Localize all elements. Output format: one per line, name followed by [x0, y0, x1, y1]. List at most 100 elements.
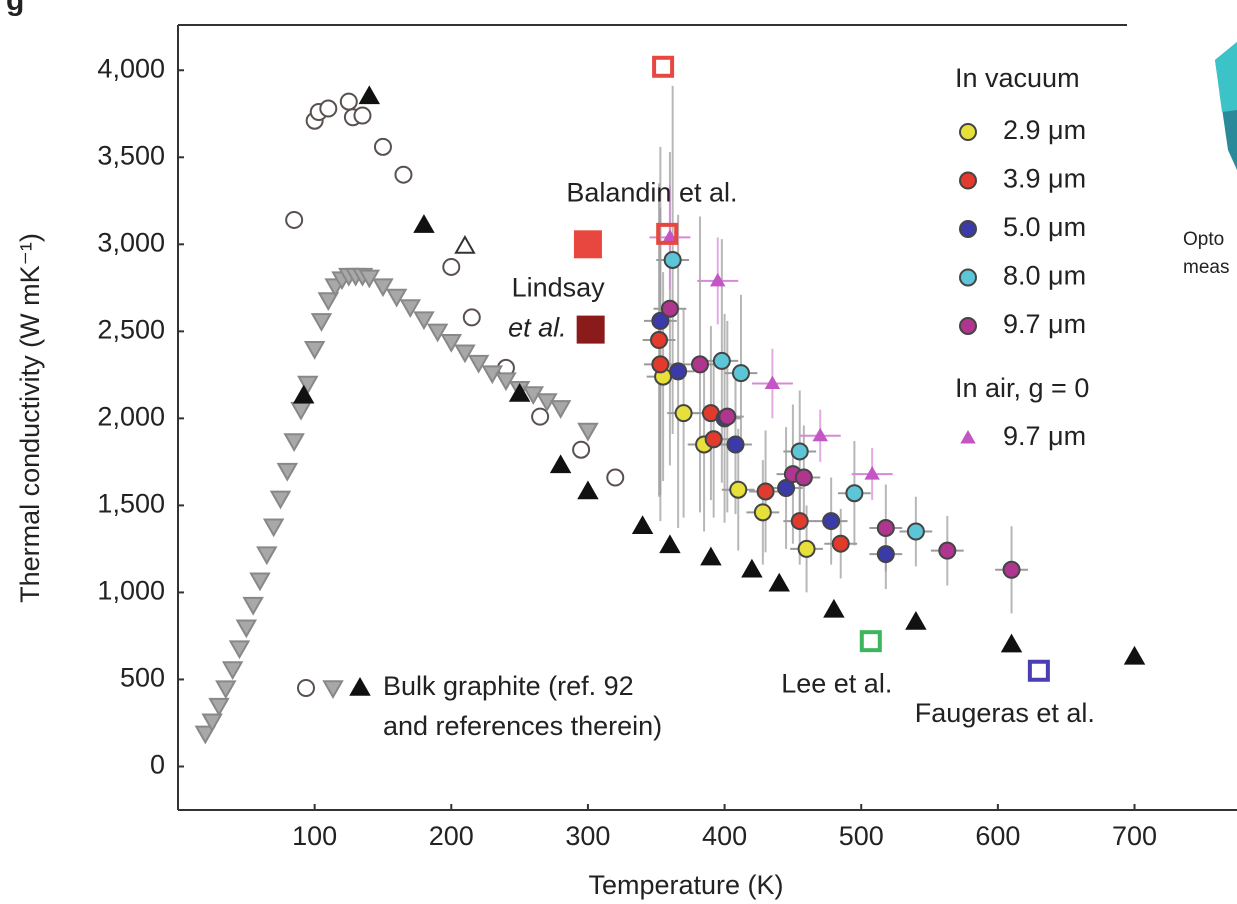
- legend-title: In air, g = 0: [955, 373, 1089, 403]
- point: [399, 299, 422, 318]
- point: [310, 313, 333, 332]
- point: [576, 315, 605, 344]
- y-tick-label: 3,500: [97, 140, 165, 170]
- point: [704, 430, 723, 449]
- point: [572, 440, 591, 459]
- point: [768, 572, 790, 592]
- point: [652, 55, 675, 78]
- point: [394, 165, 413, 184]
- point: [454, 344, 476, 364]
- point: [573, 230, 602, 259]
- point: [656, 222, 679, 245]
- point: [440, 334, 463, 353]
- x-tick-label: 700: [1112, 821, 1157, 851]
- point: [753, 503, 772, 522]
- point: [741, 558, 763, 578]
- series-label: et al.: [508, 313, 567, 343]
- point: [508, 382, 531, 402]
- point: [669, 362, 688, 381]
- legend-label: 5.0 μm: [1003, 212, 1086, 242]
- legend-label: 2.9 μm: [1003, 115, 1086, 145]
- x-tick-label: 500: [839, 821, 884, 851]
- point: [718, 407, 737, 426]
- point: [651, 311, 670, 330]
- legend-marker: [960, 429, 976, 444]
- point: [442, 257, 461, 276]
- legend-marker: [297, 679, 315, 697]
- legend-marker: [959, 268, 977, 287]
- point: [649, 331, 668, 350]
- point: [790, 512, 809, 531]
- panel-label: g: [6, 0, 24, 17]
- point: [938, 541, 957, 560]
- point: [413, 311, 435, 331]
- point: [228, 640, 251, 660]
- point: [1002, 560, 1021, 579]
- legend-title: In vacuum: [955, 63, 1080, 93]
- legend-label: 3.9 μm: [1003, 164, 1086, 194]
- y-tick-label: 2,500: [97, 314, 165, 344]
- point: [317, 292, 340, 312]
- point: [864, 466, 880, 480]
- point: [269, 490, 292, 510]
- point: [194, 725, 217, 745]
- point: [353, 106, 372, 125]
- point: [235, 619, 258, 639]
- legend-marker: [959, 171, 977, 190]
- x-axis-title: Temperature (K): [588, 870, 783, 900]
- legend-marker: [959, 317, 977, 335]
- point: [700, 546, 722, 566]
- point: [262, 518, 285, 538]
- point: [729, 480, 748, 499]
- legend-label: and references therein): [383, 711, 662, 741]
- point: [285, 210, 304, 229]
- x-tick-label: 300: [565, 821, 610, 851]
- y-tick-label: 1,000: [97, 576, 165, 606]
- point: [764, 375, 781, 390]
- point: [373, 137, 392, 156]
- y-tick-label: 0: [150, 750, 165, 780]
- series-label: Lee et al.: [781, 668, 892, 698]
- point: [242, 596, 264, 616]
- x-tick-label: 400: [702, 821, 747, 851]
- legend-marker: [349, 676, 371, 696]
- point: [606, 468, 625, 487]
- point: [831, 534, 850, 553]
- x-tick-label: 200: [429, 821, 474, 851]
- point: [876, 519, 895, 538]
- point: [659, 534, 681, 554]
- point: [812, 427, 828, 442]
- point: [660, 299, 679, 318]
- series-label: Balandin et al.: [566, 177, 737, 207]
- point: [531, 407, 550, 426]
- y-tick-label: 3,000: [97, 227, 165, 257]
- x-tick-label: 600: [975, 821, 1020, 851]
- point: [712, 351, 731, 370]
- point: [731, 364, 750, 383]
- point: [276, 462, 299, 482]
- point: [426, 323, 449, 343]
- point: [549, 400, 572, 419]
- point: [797, 539, 816, 558]
- point: [297, 375, 319, 395]
- point: [577, 480, 599, 500]
- point: [794, 468, 813, 487]
- neighbor-panel-shape: [1215, 42, 1237, 112]
- point: [358, 85, 381, 105]
- point: [454, 235, 476, 254]
- point: [208, 697, 230, 717]
- point: [845, 484, 864, 503]
- point: [710, 272, 726, 287]
- y-tick-label: 2,000: [97, 401, 165, 431]
- point: [663, 250, 682, 269]
- point: [1000, 633, 1023, 653]
- point: [1123, 645, 1146, 665]
- point: [256, 546, 278, 566]
- legend-marker: [959, 220, 977, 238]
- series-label: Lindsay: [512, 273, 606, 303]
- point: [339, 92, 358, 111]
- legend-label: 8.0 μm: [1003, 261, 1086, 291]
- point: [1027, 659, 1050, 682]
- series-label: Faugeras et al.: [915, 698, 1095, 728]
